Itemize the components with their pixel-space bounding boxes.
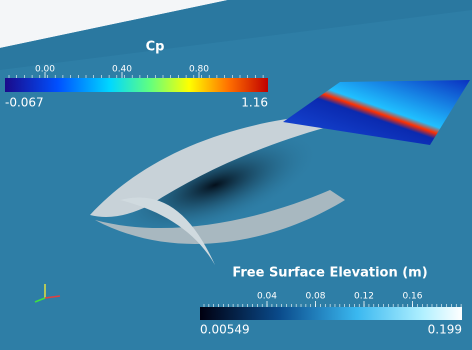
legend-title: Free Surface Elevation (m)	[232, 266, 427, 281]
tick-label: 0.12	[354, 292, 374, 302]
page: Cp -0.067 1.16 Free Surface Elevation (m…	[0, 0, 472, 350]
tick-label: 0.00	[35, 65, 55, 75]
legend-max: 1.16	[241, 96, 268, 110]
legend-min: -0.067	[5, 96, 44, 110]
axes-triad	[35, 284, 60, 302]
cp-panel	[283, 80, 470, 145]
tick-label: 0.40	[112, 65, 132, 75]
tick-label: 0.04	[257, 292, 277, 302]
tick-label: 0.80	[189, 65, 209, 75]
elevation-colorbar	[200, 307, 462, 320]
tick-label: 0.16	[402, 292, 422, 302]
legend-max: 0.199	[428, 323, 462, 337]
legend-title: Cp	[146, 40, 165, 55]
scene: Cp -0.067 1.16 Free Surface Elevation (m…	[0, 0, 472, 350]
cp-colorbar	[5, 78, 268, 92]
legend-min: 0.00549	[200, 323, 250, 337]
tick-label: 0.08	[305, 292, 325, 302]
